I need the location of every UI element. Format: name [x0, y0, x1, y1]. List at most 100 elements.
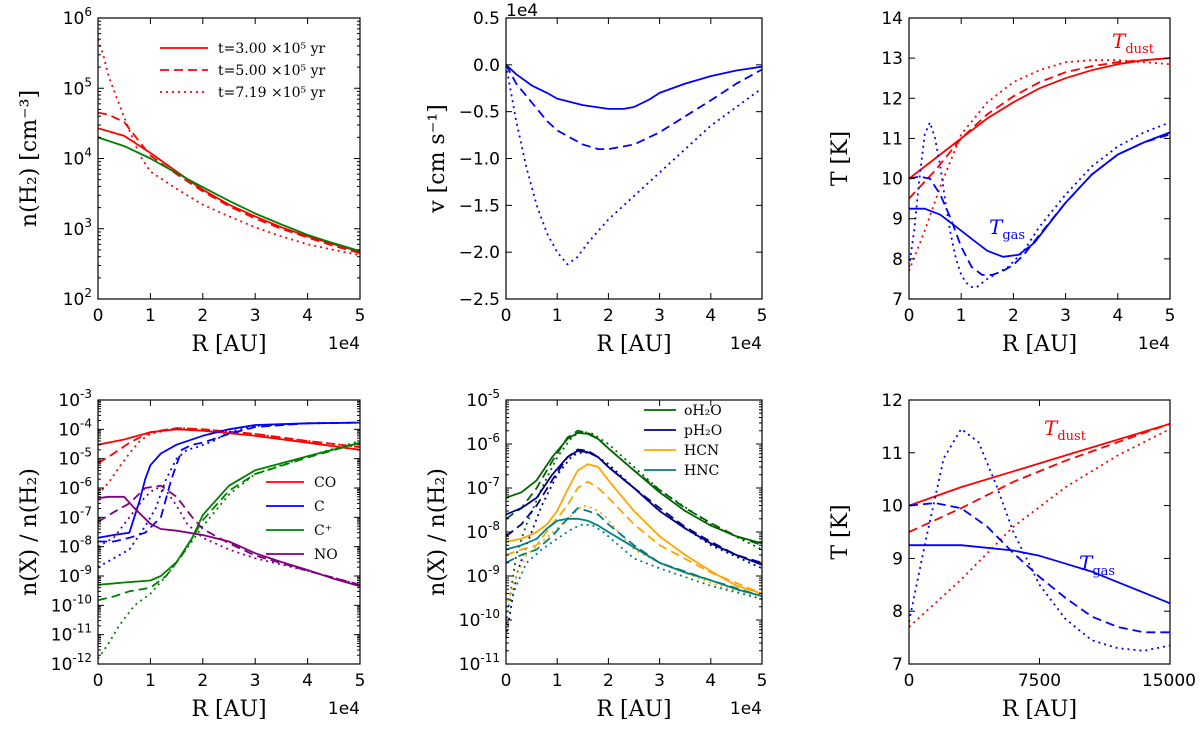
series-line-initial	[98, 136, 360, 252]
y-tick-label: 12	[881, 89, 903, 109]
y-tick-label: 10-11	[51, 622, 92, 646]
x-tick-label: 0	[501, 671, 512, 691]
y-tick-label: 103	[63, 216, 92, 240]
series-line-c-solid	[98, 421, 360, 539]
y-axis-label: n(H₂) [cm⁻³]	[17, 90, 42, 227]
x-tick-label: 3	[1060, 306, 1071, 326]
x-tick-label: 7500	[1018, 671, 1061, 691]
y-tick-label: 14	[881, 9, 903, 29]
legend: t=3.00 ×10⁵ yr t=5.00 ×10⁵ yr t=7.19 ×10⁵ …	[160, 41, 325, 101]
y-tick-label: 10	[881, 170, 903, 190]
y-tick-label: 10-6	[58, 475, 92, 499]
y-offset-label: 1e4	[506, 1, 538, 21]
y-tick-label: 13	[881, 49, 903, 69]
x-axis-label: R [AU]	[596, 332, 671, 357]
series-line-tgas-3-00e5	[909, 131, 1170, 258]
series-line-tdust-7-19e5	[909, 59, 1170, 272]
y-tick-label: 10-4	[58, 416, 92, 440]
series-line-hcn-dashed	[506, 480, 762, 595]
x-axis-label: R [AU]	[1002, 697, 1077, 722]
chart-panel-p6: 0 7500 15000 7 8 9 10 11 12 R [AU] T [K] Tdust Tgas	[828, 391, 1196, 722]
x-tick-label: 4	[302, 671, 313, 691]
x-offset-label: 1e4	[730, 699, 762, 719]
x-tick-label: 1	[552, 671, 563, 691]
x-tick-label: 3	[250, 306, 261, 326]
legend-label: C⁺	[314, 523, 332, 539]
y-tick-label: 105	[63, 75, 92, 99]
y-tick-label: 10-11	[459, 651, 500, 675]
y-tick-label: 10-5	[466, 387, 500, 411]
series-line-no-dotted	[98, 487, 360, 586]
plot-frame	[97, 17, 361, 300]
y-tick-label: 10-9	[58, 563, 92, 587]
y-tick-label: −2.0	[459, 243, 500, 263]
x-tick-label: 2	[1008, 306, 1019, 326]
x-tick-label: 0	[904, 671, 915, 691]
legend-label: t=3.00 ×10⁵ yr	[218, 41, 325, 57]
y-tick-label: −2.5	[459, 290, 500, 310]
y-tick-label: 0.0	[473, 56, 500, 76]
series-line-oh2o-dotted	[506, 430, 762, 625]
chart-panel-p5: 0 1 2 3 4 5 1e4 10-11 10-10 10-9 10-8 10-7 10-6 10-5 R…	[425, 387, 767, 722]
y-tick-label: 12	[881, 391, 903, 411]
series-line-t-7-19e5-yr	[506, 64, 762, 266]
plot-frame	[97, 399, 361, 665]
series-line-tdust-5-00e5	[909, 57, 1170, 200]
chart-panel-p4: 0 1 2 3 4 5 1e4 10-12 10-11 10-10 10-9 10-8 10-7 10-6…	[17, 387, 365, 722]
x-tick-label: 4	[705, 671, 716, 691]
series-line-t-5-00e5-yr	[506, 64, 762, 151]
y-tick-label: 10-3	[58, 387, 92, 411]
x-tick-label: 2	[603, 671, 614, 691]
legend-label: t=7.19 ×10⁵ yr	[218, 85, 325, 101]
x-tick-label: 4	[705, 306, 716, 326]
series-group	[506, 429, 762, 638]
series-line-hcn-solid	[506, 463, 762, 595]
series-line-tdust-3-00e5	[909, 57, 1170, 180]
series-line-c-dashed	[98, 441, 360, 602]
x-tick-label: 5	[757, 306, 768, 326]
x-axis-label: R [AU]	[191, 697, 266, 722]
series-line-c-dotted	[98, 421, 360, 568]
y-axis-label: n(X) / n(H₂)	[425, 468, 450, 596]
y-tick-label: 11	[881, 444, 903, 464]
legend-label: NO	[314, 547, 338, 563]
y-tick-label: 10-5	[58, 446, 92, 470]
y-tick-label: 7	[892, 655, 903, 675]
x-tick-label: 15000	[1142, 671, 1196, 691]
x-tick-label: 2	[603, 306, 614, 326]
y-tick-label: 10-7	[58, 504, 92, 528]
y-axis-label: T [K]	[828, 504, 853, 559]
plot-frame	[908, 17, 1171, 300]
y-axis-label: v [cm s⁻¹]	[425, 104, 450, 214]
x-tick-label: 4	[302, 306, 313, 326]
y-tick-label: 102	[63, 286, 92, 310]
series-line-tgas-7-19e5	[909, 121, 1170, 288]
annotation-label: Tgas	[1079, 551, 1115, 579]
series-line-t-3-00e5-yr	[506, 64, 762, 110]
y-tick-label: −0.5	[459, 103, 500, 123]
series-line-tgas-5-00e5	[909, 502, 1170, 634]
x-tick-label: 5	[757, 671, 768, 691]
y-tick-label: 10-10	[51, 592, 92, 616]
series-group	[909, 422, 1170, 652]
x-tick-label: 5	[355, 671, 366, 691]
y-tick-label: −1.5	[459, 196, 500, 216]
x-tick-label: 5	[1165, 306, 1176, 326]
y-tick-label: 104	[63, 146, 92, 170]
y-tick-label: −1.0	[459, 150, 500, 170]
x-tick-label: 0	[93, 671, 104, 691]
series-line-oh2o-solid	[506, 431, 762, 545]
series-line-co-dotted	[98, 427, 360, 496]
y-tick-label: 9	[892, 549, 903, 569]
x-axis-label: R [AU]	[1002, 332, 1077, 357]
series-line-c-dashed	[98, 421, 360, 543]
x-axis-label: R [AU]	[191, 332, 266, 357]
x-offset-label: 1e4	[328, 699, 360, 719]
y-tick-label: 10-8	[58, 534, 92, 558]
y-tick-label: 10-12	[51, 651, 92, 675]
y-tick-label: 7	[892, 290, 903, 310]
series-group	[506, 64, 762, 266]
y-axis-label: n(X) / n(H₂)	[17, 468, 42, 596]
